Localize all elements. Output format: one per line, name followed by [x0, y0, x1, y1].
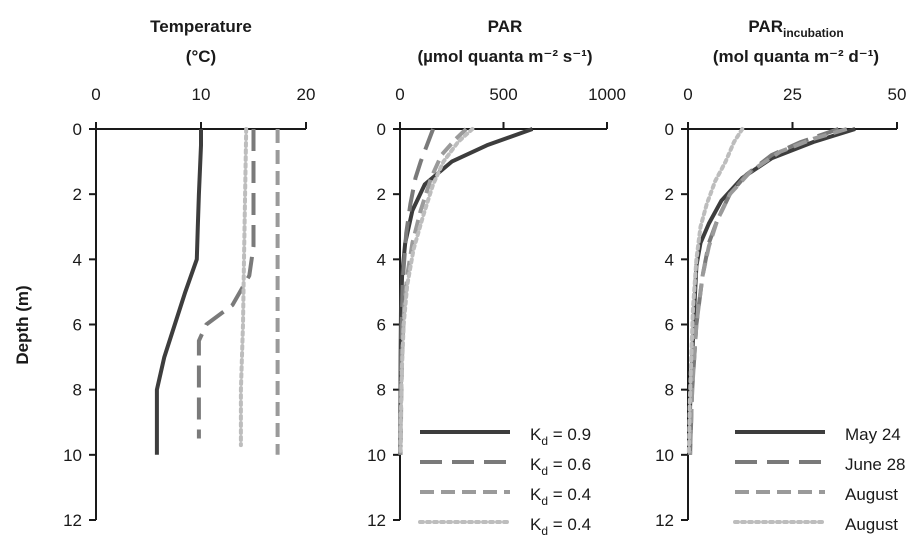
panel-x-label: (µmol quanta m⁻² s⁻¹) [417, 47, 592, 66]
legend-label-1: May 24 [845, 425, 901, 444]
y-tick-label: 10 [655, 446, 674, 465]
panel-x-label: (°C) [186, 47, 216, 66]
y-tick-label: 0 [73, 120, 82, 139]
x-tick-label: 0 [683, 85, 692, 104]
y-tick-label: 12 [655, 511, 674, 530]
legend-label-base: K [530, 425, 542, 444]
x-tick-label: 20 [297, 85, 316, 104]
panel-title: Temperature [150, 17, 252, 36]
series-line-1 [687, 127, 856, 455]
series-line-2 [196, 129, 256, 439]
legend-label-1: Kd = 0.9 [530, 425, 591, 448]
y-tick-label: 2 [665, 185, 674, 204]
y-tick-label: 6 [665, 316, 674, 335]
y-tick-label: 8 [73, 381, 82, 400]
legend-label-4: Kd = 0.4 [530, 515, 591, 535]
y-tick-label: 2 [377, 185, 386, 204]
y-tick-label: 0 [377, 120, 386, 139]
y-tick-label: 2 [73, 185, 82, 204]
legend-label-suffix: = 0.9 [548, 425, 591, 444]
panel-x-label: (mol quanta m⁻² d⁻¹) [713, 47, 879, 66]
legend-label-4: August [845, 515, 898, 534]
series-line-4 [238, 127, 249, 448]
legend-label-subscript: d [541, 524, 548, 535]
legend-label-suffix: = 0.6 [548, 455, 591, 474]
panel-title: PAR [488, 17, 523, 36]
x-tick-label: 50 [888, 85, 907, 104]
series-line-1 [154, 129, 203, 455]
legend: Kd = 0.9Kd = 0.6Kd = 0.4Kd = 0.4 [418, 425, 591, 535]
legend-label-subscript: d [541, 434, 548, 448]
y-tick-label: 4 [73, 250, 82, 269]
panel-title-subscript: incubation [783, 26, 844, 40]
legend-label-base: August [845, 515, 898, 534]
x-tick-label: 10 [192, 85, 211, 104]
series-line-4 [398, 127, 475, 457]
legend-label-base: K [530, 455, 542, 474]
y-tick-label: 8 [665, 381, 674, 400]
panel-title-base: PAR [748, 17, 783, 36]
legend-label-3: August [845, 485, 898, 504]
x-tick-label: 1000 [588, 85, 626, 104]
panel-title: PARincubation [748, 17, 843, 40]
series-line-2 [688, 127, 840, 455]
legend-label-base: May 24 [845, 425, 901, 444]
y-tick-label: 4 [665, 250, 674, 269]
series-line-3 [688, 127, 848, 455]
temperature-panel: Temperature (°C) 0 10 20 0 2 4 6 8 10 12 [63, 17, 315, 530]
legend-label-base: June 28 [845, 455, 906, 474]
legend-label-2: June 28 [845, 455, 906, 474]
y-tick-label: 12 [63, 511, 82, 530]
y-tick-label: 6 [73, 316, 82, 335]
legend-label-base: K [530, 485, 542, 504]
y-tick-label: 0 [665, 120, 674, 139]
x-tick-label: 0 [91, 85, 100, 104]
series-line-1 [398, 127, 534, 455]
y-tick-label: 8 [377, 381, 386, 400]
x-tick-label: 25 [783, 85, 802, 104]
y-tick-label: 12 [367, 511, 386, 530]
par-incubation-panel: PARincubation (mol quanta m⁻² d⁻¹) 0 25 50… [655, 17, 906, 534]
y-tick-label: 6 [377, 316, 386, 335]
x-tick-label: 0 [395, 85, 404, 104]
legend-label-3: Kd = 0.4 [530, 485, 591, 508]
y-axis-label: Depth (m) [13, 285, 32, 364]
legend-label-2: Kd = 0.6 [530, 455, 591, 478]
legend-label-subscript: d [541, 464, 548, 478]
legend-label-base: August [845, 485, 898, 504]
legend-label-suffix: = 0.4 [548, 515, 591, 534]
legend-label-suffix: = 0.4 [548, 485, 591, 504]
par-panel: PAR (µmol quanta m⁻² s⁻¹) 0 500 1000 0 2 4 6 8 1… [367, 17, 626, 535]
legend-label-base: K [530, 515, 542, 534]
y-tick-label: 10 [367, 446, 386, 465]
legend-label-subscript: d [541, 494, 548, 508]
series-line-4 [686, 127, 745, 457]
y-tick-label: 10 [63, 446, 82, 465]
y-tick-label: 4 [377, 250, 386, 269]
legend: May 24 June 28 August August [733, 425, 906, 534]
x-tick-label: 500 [489, 85, 517, 104]
